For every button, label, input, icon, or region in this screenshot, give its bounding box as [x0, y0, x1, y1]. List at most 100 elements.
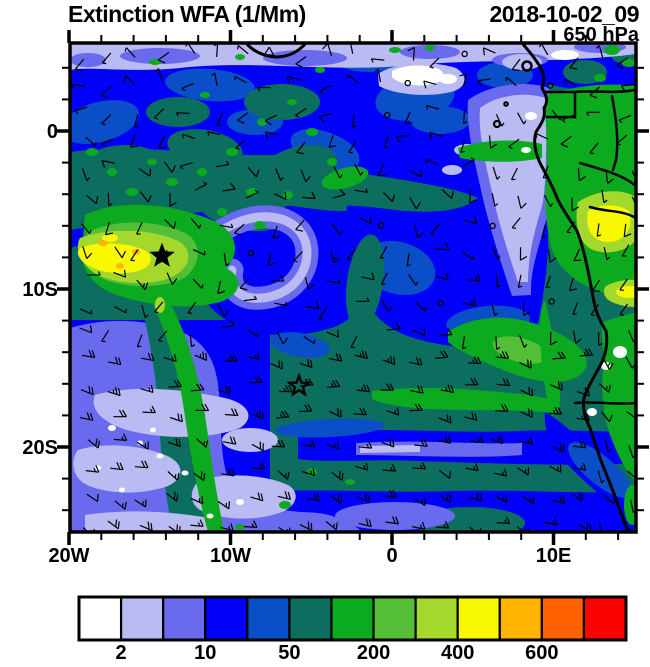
wind-barb	[566, 221, 576, 234]
wind-barb	[385, 516, 400, 525]
y-tick-label: 10S	[22, 279, 58, 301]
wind-barb	[234, 223, 245, 236]
wind-barb	[517, 274, 523, 288]
wind-barb	[616, 57, 628, 69]
wind-barb	[620, 83, 635, 93]
wind-barb	[380, 272, 388, 285]
wind-barb	[136, 334, 143, 348]
wind-barb	[600, 411, 613, 423]
wind-barb	[101, 114, 112, 126]
wind-barb	[598, 383, 611, 393]
wind-barb	[491, 246, 501, 260]
colorbar-tick-label: 200	[357, 642, 390, 664]
wind-barb	[318, 307, 327, 320]
x-tick-label: 10W	[210, 545, 251, 567]
wind-barb	[605, 170, 614, 184]
wind-barb	[216, 112, 224, 126]
wind-barb	[577, 167, 586, 182]
wind-barb	[560, 135, 572, 148]
wind-barb	[495, 274, 501, 288]
wind-barb	[374, 68, 382, 83]
y-tick-label: 20S	[22, 437, 58, 459]
wind-barb	[386, 407, 400, 416]
wind-barb	[346, 248, 357, 261]
wind-barb	[348, 141, 357, 154]
wind-barb	[190, 496, 204, 505]
wind-barb	[545, 275, 552, 289]
wind-barb	[592, 279, 601, 292]
calm-circle	[384, 111, 391, 119]
wind-barb	[87, 438, 101, 449]
wind-barb	[551, 442, 565, 453]
colorbar-cell	[204, 595, 249, 642]
wind-barb	[462, 251, 475, 261]
wind-barb	[511, 58, 521, 71]
wind-barb	[298, 404, 313, 413]
wind-barb	[381, 438, 395, 448]
wind-barb	[603, 494, 616, 505]
wind-barb	[139, 191, 152, 203]
wind-barb	[353, 407, 367, 416]
wind-barb	[519, 335, 528, 348]
wind-barb	[438, 328, 453, 337]
wind-barb	[382, 464, 397, 472]
wind-barb	[194, 351, 208, 361]
colorbar-tick-label: 400	[441, 642, 474, 664]
wind-barb	[74, 58, 85, 71]
wind-barb	[561, 114, 575, 123]
wind-barb	[301, 191, 316, 200]
calm-circle	[247, 250, 255, 257]
wind-barb	[164, 218, 177, 230]
wind-barb	[464, 377, 479, 386]
colorbar-cell	[330, 595, 375, 642]
wind-barb	[275, 168, 284, 181]
wind-barb	[603, 246, 611, 261]
wind-barb	[468, 492, 482, 502]
wind-barb	[572, 440, 587, 449]
wind-barb	[333, 166, 343, 179]
wind-barb	[189, 333, 196, 348]
wind-barb	[251, 441, 264, 452]
wind-barb	[267, 252, 276, 266]
wind-barb	[243, 295, 258, 302]
wind-barb	[85, 136, 97, 147]
colorbar-tick-label: 600	[525, 642, 558, 664]
wind-barb	[576, 387, 590, 397]
wind-barb	[409, 403, 423, 412]
colorbar-labels: 2 10 50 200 400 600	[116, 642, 559, 664]
wind-barb	[100, 86, 111, 99]
wind-barb	[246, 328, 259, 338]
contour-fill-layer	[70, 43, 636, 532]
wind-barb	[218, 385, 232, 395]
wind-barb	[271, 439, 286, 448]
wind-barb	[411, 521, 426, 530]
wind-barb	[356, 297, 370, 302]
wind-barb	[193, 471, 206, 482]
calm-circle	[461, 50, 468, 58]
wind-barb	[81, 349, 96, 359]
wind-barb	[299, 521, 313, 531]
wind-barb	[113, 409, 127, 418]
wind-barb	[221, 468, 235, 477]
wind-barb	[277, 332, 288, 345]
wind-barb	[573, 330, 582, 344]
wind-barb	[359, 215, 372, 225]
wind-barb	[224, 354, 238, 362]
wind-barb	[508, 138, 520, 149]
wind-barb	[547, 249, 557, 263]
wind-barb	[406, 253, 412, 267]
wind-barb	[114, 500, 127, 510]
wind-barb	[155, 68, 163, 82]
axis-ticks	[57, 30, 649, 545]
wind-barb	[301, 439, 315, 448]
wind-barb	[101, 160, 115, 168]
wind-barb	[195, 403, 210, 412]
wind-barb	[219, 223, 234, 229]
wind-barb	[277, 491, 291, 500]
wind-barb	[355, 462, 369, 471]
wind-barb	[247, 166, 260, 178]
wind-barb	[467, 356, 482, 365]
colorbar-cell	[540, 595, 586, 642]
wind-barb	[318, 113, 332, 123]
wind-barb	[438, 414, 452, 424]
